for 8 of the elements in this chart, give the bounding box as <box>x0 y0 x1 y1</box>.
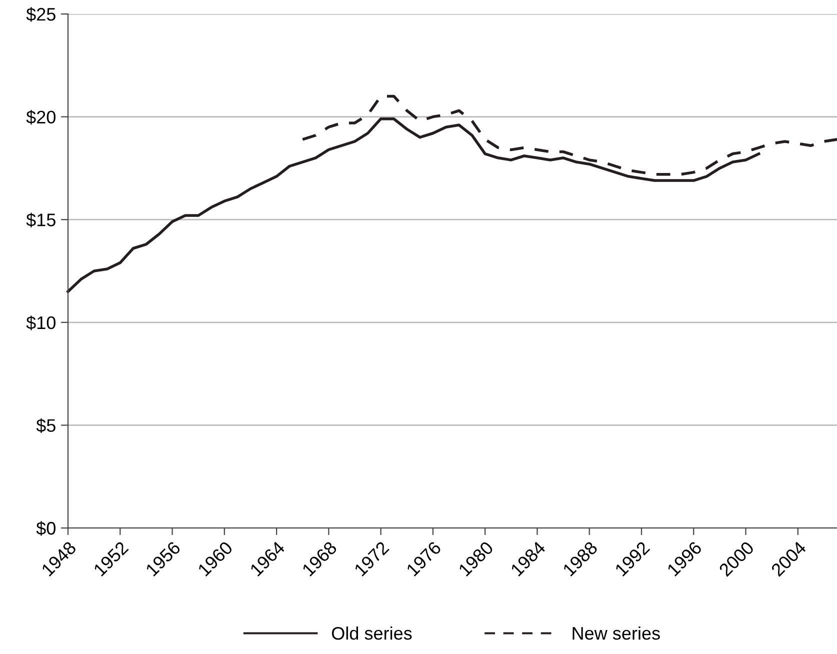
legend-label: New series <box>572 626 660 640</box>
y-tick-label: $25 <box>26 7 56 22</box>
y-tick-label: $10 <box>26 316 56 330</box>
y-tick-label: $0 <box>36 521 56 536</box>
y-tick-label: $20 <box>26 110 56 125</box>
y-tick-label: $5 <box>36 418 56 433</box>
y-tick-label: $15 <box>26 212 56 228</box>
legend-label: Old series <box>332 626 412 640</box>
